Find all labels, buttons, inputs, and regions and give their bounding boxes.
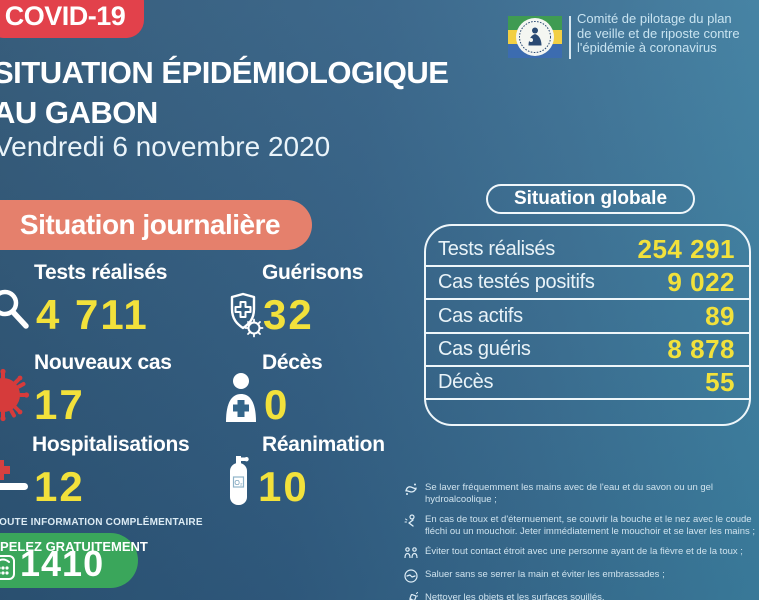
deceased-person-icon <box>224 372 258 427</box>
title-line2: AU GABON <box>0 95 158 130</box>
list-item: En cas de toux et d'éternuement, se couv… <box>404 514 756 537</box>
no-handshake-icon <box>404 569 418 583</box>
table-row: Tests réalisés 254 291 <box>426 234 749 268</box>
guideline-text: En cas de toux et d'éternuement, se couv… <box>425 514 756 537</box>
phone-icon <box>0 553 16 586</box>
header-divider <box>569 16 571 59</box>
guideline-text: Nettoyer les objets et les surfaces soui… <box>425 592 605 600</box>
stat-label-tests: Tests réalisés <box>34 261 168 284</box>
stat-label-recoveries: Guérisons <box>262 261 364 284</box>
hospital-bed-icon <box>0 456 30 505</box>
hotline-number: 1410 <box>20 543 105 584</box>
prevention-guidelines: Se laver fréquemment les mains avec de l… <box>404 482 756 600</box>
report-date: Vendredi 6 novembre 2020 <box>0 131 331 162</box>
table-row: Cas guéris 8 878 <box>426 334 749 367</box>
row-value-recovered-cases: 8 878 <box>667 333 735 364</box>
gabon-flag-emblem <box>508 16 562 58</box>
committee-line1: Comité de pilotage du plan <box>577 11 732 26</box>
row-value-active-cases: 89 <box>705 300 735 331</box>
covid19-badge: COVID-19 <box>0 0 144 38</box>
guideline-text: Se laver fréquemment les mains avec de l… <box>425 482 714 505</box>
avoid-contact-icon <box>404 547 418 559</box>
daily-situation-header: Situation journalière <box>0 200 312 250</box>
stat-label-deaths: Décès <box>262 351 323 374</box>
cough-elbow-icon <box>404 514 415 527</box>
stat-label-new-cases: Nouveaux cas <box>34 351 172 374</box>
stat-label-reanimation: Réanimation <box>262 433 385 456</box>
row-label-recovered-cases: Cas guéris <box>438 337 531 360</box>
list-item: Saluer sans se serrer la main et éviter … <box>404 569 756 583</box>
handwash-icon <box>405 483 417 495</box>
row-label-active-cases: Cas actifs <box>438 304 523 327</box>
stat-value-new-cases: 17 <box>34 381 85 428</box>
global-situation-table: Tests réalisés 254 291 Cas testés positi… <box>424 224 751 426</box>
row-value-positive-cases: 9 022 <box>667 267 735 298</box>
page-title: SITUATION ÉPIDÉMIOLOGIQUE AU GABON <box>0 53 449 133</box>
table-row: Cas testés positifs 9 022 <box>426 267 749 301</box>
stat-label-hospitalisations: Hospitalisations <box>32 433 190 456</box>
table-row: Décès 55 <box>426 366 749 401</box>
committee-line2: de veille et de riposte contre <box>577 25 740 41</box>
stat-value-hospitalisations: 12 <box>34 463 85 510</box>
covid19-badge-label: COVID-19 <box>4 1 126 31</box>
hotline-call-label: APPELEZ GRATUITEMENT <box>0 539 148 554</box>
title-line1: SITUATION ÉPIDÉMIOLOGIQUE <box>0 55 449 90</box>
hotline-banner: APPELEZ GRATUITEMENT 1410 <box>0 533 148 588</box>
committee-name: Comité de pilotage du plan de veille et … <box>577 11 740 56</box>
shield-virus-icon <box>216 292 264 343</box>
hotline-note: TOUTE INFORMATION COMPLÉMENTAIRE <box>0 517 203 528</box>
stat-value-recoveries: 32 <box>263 291 314 338</box>
list-item: Nettoyer les objets et les surfaces soui… <box>404 592 756 600</box>
row-value-tests: 254 291 <box>637 234 735 265</box>
row-label-positive-cases: Cas testés positifs <box>438 271 595 294</box>
row-label-deaths: Décès <box>438 370 494 393</box>
committee-line3: l'épidémie à coronavirus <box>577 40 717 55</box>
stat-value-tests: 4 711 <box>36 291 149 338</box>
magnifier-icon <box>0 288 34 339</box>
svg-text:O₂: O₂ <box>234 480 242 487</box>
daily-situation-label: Situation journalière <box>19 209 281 240</box>
virus-icon <box>0 366 32 429</box>
global-situation-header: Situation globale <box>486 184 695 214</box>
guideline-text: Saluer sans se serrer la main et éviter … <box>425 569 665 580</box>
row-label-tests: Tests réalisés <box>438 238 555 261</box>
global-situation-label: Situation globale <box>513 188 668 209</box>
clean-surfaces-icon <box>409 592 418 600</box>
oxygen-tank-icon: O₂ <box>228 454 252 511</box>
list-item: Se laver fréquemment les mains avec de l… <box>404 482 756 505</box>
stat-value-deaths: 0 <box>264 381 290 428</box>
list-item: Éviter tout contact étroit avec une pers… <box>404 546 756 560</box>
table-row: Cas actifs 89 <box>426 300 749 334</box>
stat-value-reanimation: 10 <box>258 463 309 510</box>
row-value-deaths: 55 <box>705 366 735 397</box>
guideline-text: Éviter tout contact étroit avec une pers… <box>425 546 743 557</box>
